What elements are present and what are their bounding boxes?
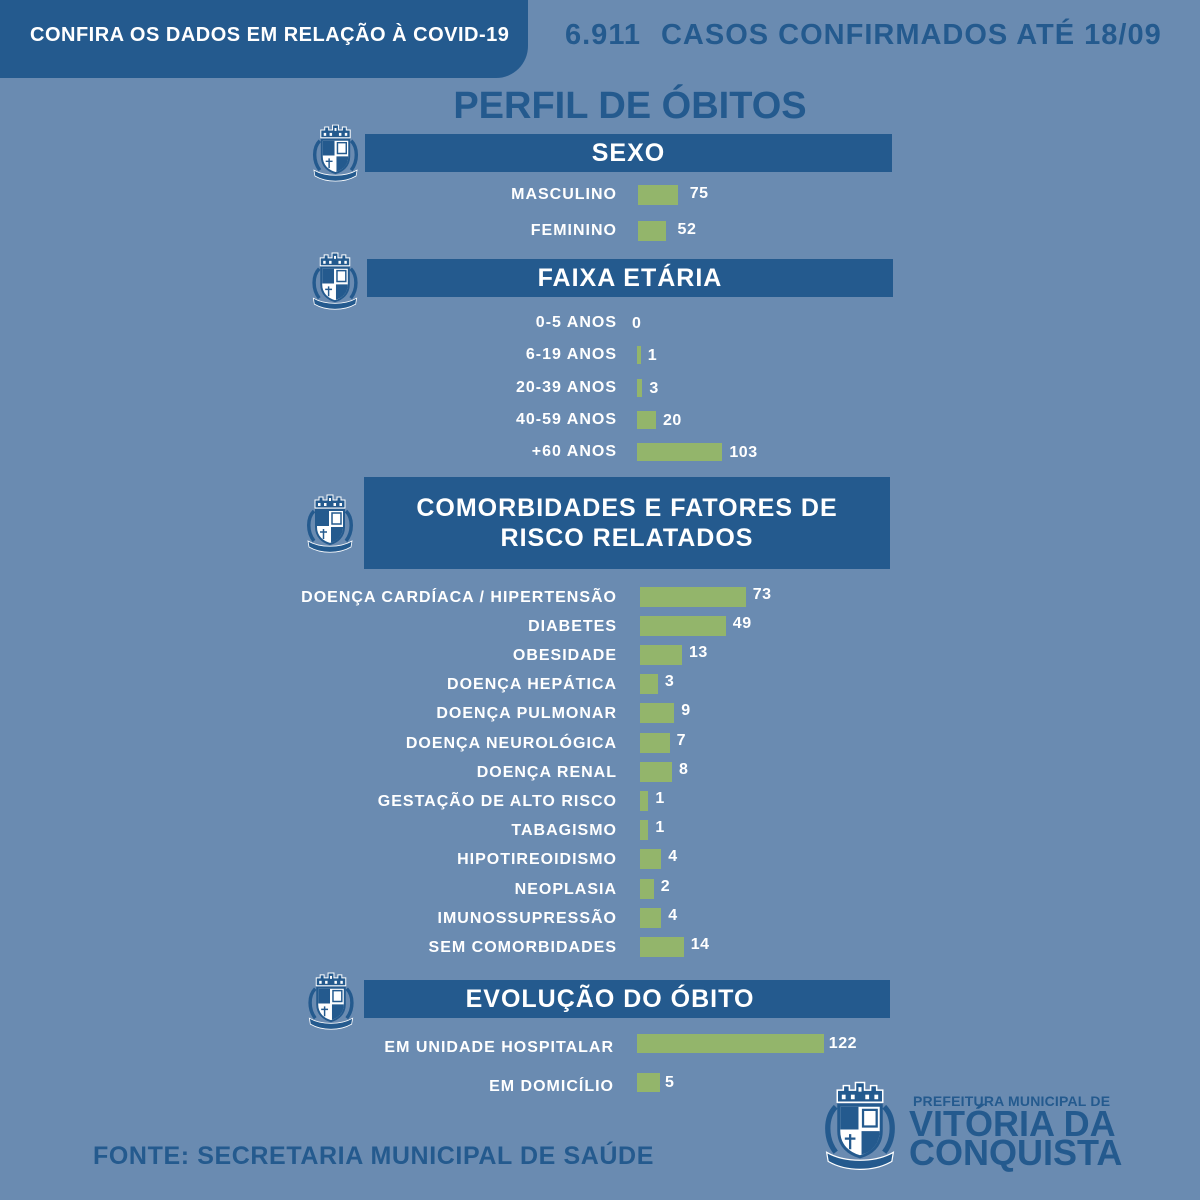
section-header: FAIXA ETÁRIA [367,259,893,297]
bar-value: 103 [729,444,758,462]
bar [637,1073,660,1092]
bar-label: HIPOTIREOIDISMO [457,851,617,869]
cases-label: CASOS CONFIRMADOS ATÉ 18/09 [660,19,1162,51]
bar-value: 4 [668,848,678,866]
bar-label: OBESIDADE [512,646,617,664]
bar-label: DOENÇA RENAL [476,763,617,781]
confirmed-cases: 6.911 CASOS CONFIRMADOS ATÉ 18/09 [565,15,1162,55]
bar [640,761,672,782]
bar-label: MASCULINO [511,186,617,203]
bar-label: TABAGISMO [511,822,617,840]
bar [640,820,649,841]
data-source: FONTE: SECRETARIA MUNICIPAL DE SAÚDE [93,1142,654,1170]
bar [640,878,654,899]
bar [637,346,641,365]
bar-label: DOENÇA PULMONAR [436,705,617,723]
bar-value: 8 [678,760,689,778]
bar [638,185,678,205]
bar-value: 1 [655,819,665,837]
bar-label: 20-39 ANOS [516,378,617,396]
bar [640,615,726,636]
bar-label: IMUNOSSUPRESSÃO [437,909,617,927]
section-title: FAIXA ETÁRIA [537,264,723,292]
section-title: COMORBIDADES E FATORES DE RISCO RELATADO… [416,494,838,552]
bar-label: SEM COMORBIDADES [428,938,617,956]
logo-line-2: VITÓRIA DA [909,1103,1116,1144]
bar-value: 49 [732,614,752,632]
bar-value: 0 [632,315,642,332]
covid-banner-text: CONFIRA OS DADOS EM RELAÇÃO À COVID-19 [30,24,510,46]
section-header: EVOLUÇÃO DO ÓBITO [364,980,890,1018]
bar-label: DOENÇA CARDÍACA / HIPERTENSÃO [301,588,617,606]
bar-value: 1 [655,789,665,807]
section-title: SEXO [591,139,666,167]
bar [640,790,649,811]
coat-of-arms-icon [306,493,354,554]
bar-label: EM DOMICÍLIO [489,1077,614,1095]
bar [640,703,675,724]
bar-label: +60 ANOS [531,443,617,461]
bar [637,443,723,462]
bar-value: 3 [649,379,659,397]
bar-label: DIABETES [528,617,617,635]
bar [640,907,662,928]
section-header: COMORBIDADES E FATORES DE RISCO RELATADO… [364,477,890,569]
bar-label: GESTAÇÃO DE ALTO RISCO [377,792,617,810]
bar-value: 9 [681,702,691,720]
bar [640,849,662,870]
bar-value: 7 [676,731,687,749]
bar [638,221,666,241]
coat-of-arms-icon [311,251,359,311]
bar-label: DOENÇA NEUROLÓGICA [405,734,617,752]
bar-value: 52 [677,221,697,238]
bar-value: 20 [663,411,682,429]
bar-value: 122 [828,1034,857,1052]
bar-label: EM UNIDADE HOSPITALAR [384,1038,614,1056]
bar [640,674,658,695]
bar [637,1034,824,1053]
bar-value: 13 [689,643,708,661]
bar [640,936,684,957]
bar-label: 40-59 ANOS [516,410,617,428]
bar [640,732,670,753]
bar-value: 3 [664,673,675,691]
bar-value: 73 [752,585,772,603]
bar [637,410,656,429]
section-title: EVOLUÇÃO DO ÓBITO [465,985,755,1013]
covid-banner [0,0,528,78]
bar-value: 75 [689,185,709,202]
section-header: SEXO [365,134,892,172]
bar-value: 2 [660,877,671,895]
logo-line-1: PREFEITURA MUNICIPAL DE [913,1093,1111,1109]
bar [640,586,746,607]
bar [640,644,682,665]
bar-label: DOENÇA HEPÁTICA [447,676,617,694]
bar-label: NEOPLASIA [514,880,617,898]
bar-value: 4 [668,906,678,924]
bar-value: 5 [665,1073,675,1091]
coat-of-arms-icon [822,1078,898,1172]
bar-value: 14 [690,935,710,953]
page-title: PERFIL DE ÓBITOS [453,85,807,127]
cases-count: 6.911 [565,19,641,51]
coat-of-arms-icon [312,123,359,183]
coat-of-arms-icon [307,971,355,1031]
logo-line-3: CONQUISTA [909,1132,1123,1173]
bar-value: 1 [647,347,658,365]
bar-label: 0-5 ANOS [535,314,617,331]
bar [637,378,643,397]
bar-label: FEMININO [530,222,617,239]
bar-label: 6-19 ANOS [525,346,617,364]
